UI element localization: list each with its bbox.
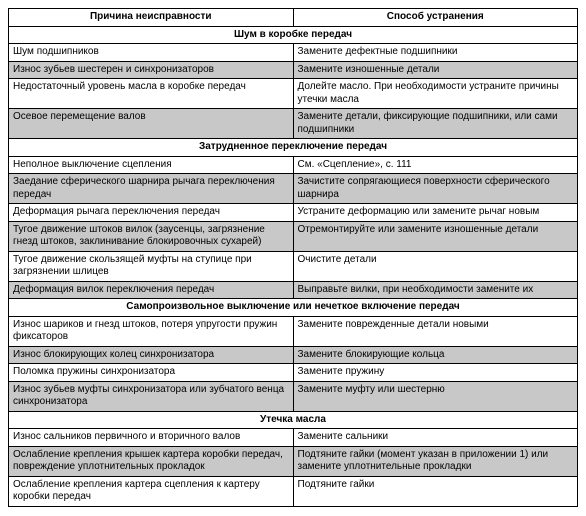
cell-remedy: Замените сальники (293, 429, 578, 447)
table-row: Ослабление крепления крышек картера коро… (9, 446, 578, 476)
table-row: Неполное выключение сцепленияСм. «Сцепле… (9, 156, 578, 174)
cell-remedy: Замените блокирующие кольца (293, 346, 578, 364)
cell-remedy: Замените изношенные детали (293, 61, 578, 79)
cell-cause: Ослабление крепления крышек картера коро… (9, 446, 294, 476)
cell-cause: Деформация рычага переключения передач (9, 204, 294, 222)
cell-cause: Осевое перемещение валов (9, 109, 294, 139)
table-row: Износ шариков и гнезд штоков, потеря упр… (9, 316, 578, 346)
table-row: Тугое движение штоков вилок (заусенцы, з… (9, 221, 578, 251)
cell-remedy: Очистите детали (293, 251, 578, 281)
cell-remedy: См. «Сцепление», с. 111 (293, 156, 578, 174)
cell-remedy: Устраните деформацию или замените рычаг … (293, 204, 578, 222)
table-row: Осевое перемещение валовЗамените детали,… (9, 109, 578, 139)
section-header-row: Шум в коробке передач (9, 26, 578, 44)
header-cause: Причина неисправности (9, 9, 294, 27)
table-row: Износ блокирующих колец синхронизатораЗа… (9, 346, 578, 364)
cell-remedy: Замените детали, фиксирующие подшипники,… (293, 109, 578, 139)
header-row: Причина неисправности Способ устранения (9, 9, 578, 27)
cell-remedy: Подтяните гайки (момент указан в приложе… (293, 446, 578, 476)
cell-remedy: Замените поврежденные детали новыми (293, 316, 578, 346)
cell-cause: Износ сальников первичного и вторичного … (9, 429, 294, 447)
cell-remedy: Замените пружину (293, 364, 578, 382)
section-title: Утечка масла (9, 411, 578, 429)
table-row: Деформация вилок переключения передачВып… (9, 281, 578, 299)
table-row: Износ сальников первичного и вторичного … (9, 429, 578, 447)
table-row: Тугое движение скользящей муфты на ступи… (9, 251, 578, 281)
cell-cause: Деформация вилок переключения передач (9, 281, 294, 299)
cell-remedy: Зачистите сопрягающиеся поверхности сфер… (293, 174, 578, 204)
header-remedy: Способ устранения (293, 9, 578, 27)
cell-remedy: Подтяните гайки (293, 476, 578, 506)
table-row: Износ зубьев муфты синхронизатора или зу… (9, 381, 578, 411)
cell-cause: Поломка пружины синхронизатора (9, 364, 294, 382)
table-body: Шум в коробке передачШум подшипниковЗаме… (9, 26, 578, 506)
section-title: Самопроизвольное выключение или нечеткое… (9, 299, 578, 317)
cell-cause: Заедание сферического шарнира рычага пер… (9, 174, 294, 204)
section-title: Шум в коробке передач (9, 26, 578, 44)
cell-cause: Износ блокирующих колец синхронизатора (9, 346, 294, 364)
cell-remedy: Долейте масло. При необходимости устрани… (293, 79, 578, 109)
cell-cause: Износ зубьев шестерен и синхронизаторов (9, 61, 294, 79)
cell-remedy: Отремонтируйте или замените изношенные д… (293, 221, 578, 251)
cell-cause: Износ зубьев муфты синхронизатора или зу… (9, 381, 294, 411)
cell-cause: Неполное выключение сцепления (9, 156, 294, 174)
section-header-row: Самопроизвольное выключение или нечеткое… (9, 299, 578, 317)
cell-remedy: Выправьте вилки, при необходимости замен… (293, 281, 578, 299)
cell-cause: Шум подшипников (9, 44, 294, 62)
cell-cause: Недостаточный уровень масла в коробке пе… (9, 79, 294, 109)
cell-cause: Тугое движение штоков вилок (заусенцы, з… (9, 221, 294, 251)
cell-cause: Ослабление крепления картера сцепления к… (9, 476, 294, 506)
section-header-row: Затрудненное переключение передач (9, 139, 578, 157)
fault-table: Причина неисправности Способ устранения … (8, 8, 578, 507)
table-row: Ослабление крепления картера сцепления к… (9, 476, 578, 506)
section-title: Затрудненное переключение передач (9, 139, 578, 157)
table-row: Деформация рычага переключения передачУс… (9, 204, 578, 222)
cell-cause: Тугое движение скользящей муфты на ступи… (9, 251, 294, 281)
table-row: Износ зубьев шестерен и синхронизаторовЗ… (9, 61, 578, 79)
table-row: Поломка пружины синхронизатораЗамените п… (9, 364, 578, 382)
cell-remedy: Замените муфту или шестерню (293, 381, 578, 411)
table-row: Недостаточный уровень масла в коробке пе… (9, 79, 578, 109)
table-row: Шум подшипниковЗамените дефектные подшип… (9, 44, 578, 62)
table-row: Заедание сферического шарнира рычага пер… (9, 174, 578, 204)
section-header-row: Утечка масла (9, 411, 578, 429)
cell-remedy: Замените дефектные подшипники (293, 44, 578, 62)
cell-cause: Износ шариков и гнезд штоков, потеря упр… (9, 316, 294, 346)
